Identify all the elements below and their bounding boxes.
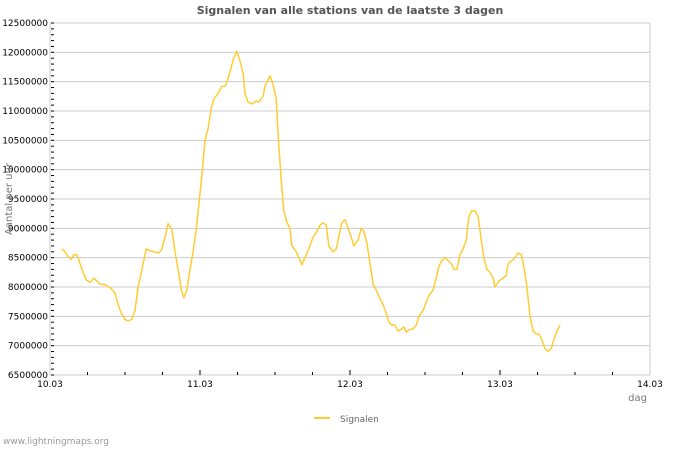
y-tick-label: 10500000 xyxy=(2,136,48,146)
y-tick-label: 7000000 xyxy=(8,342,48,352)
x-tick-label: 13.03 xyxy=(487,380,513,390)
series-line xyxy=(61,50,561,353)
y-axis: 6500000 7000000 7500000 8000000 8500000 90000… xyxy=(2,19,54,381)
y-tick-label: 9000000 xyxy=(8,224,48,234)
y-tick-label: 11000000 xyxy=(2,107,48,117)
y-tick-label: 9500000 xyxy=(8,195,48,205)
y-tick-label: 12000000 xyxy=(2,48,48,58)
y-tick-label: 8500000 xyxy=(8,254,48,264)
footer-link[interactable]: www.lightningmaps.org xyxy=(3,437,109,447)
grid xyxy=(49,22,651,376)
legend: Signalen xyxy=(314,415,379,425)
x-tick-label: 12.03 xyxy=(337,380,363,390)
x-tick-label: 10.03 xyxy=(37,380,63,390)
y-tick-label: 11500000 xyxy=(2,78,48,88)
y-tick-label: 8000000 xyxy=(8,283,48,293)
legend-label: Signalen xyxy=(340,415,379,425)
y-tick-label: 7500000 xyxy=(8,312,48,322)
series-signalen xyxy=(61,50,561,353)
chart-title: Signalen van alle stations van de laatst… xyxy=(197,4,504,17)
y-tick-label: 10000000 xyxy=(2,166,48,176)
x-tick-label: 11.03 xyxy=(187,380,213,390)
x-axis-label: dag xyxy=(628,393,647,404)
y-tick-label: 6500000 xyxy=(8,371,48,381)
x-axis: 10.03 11.03 12.03 13.03 14.03 xyxy=(37,370,663,390)
y-axis-label: Aantal per uur xyxy=(4,162,15,235)
x-tick-label: 14.03 xyxy=(637,380,663,390)
y-tick-label: 12500000 xyxy=(2,19,48,29)
